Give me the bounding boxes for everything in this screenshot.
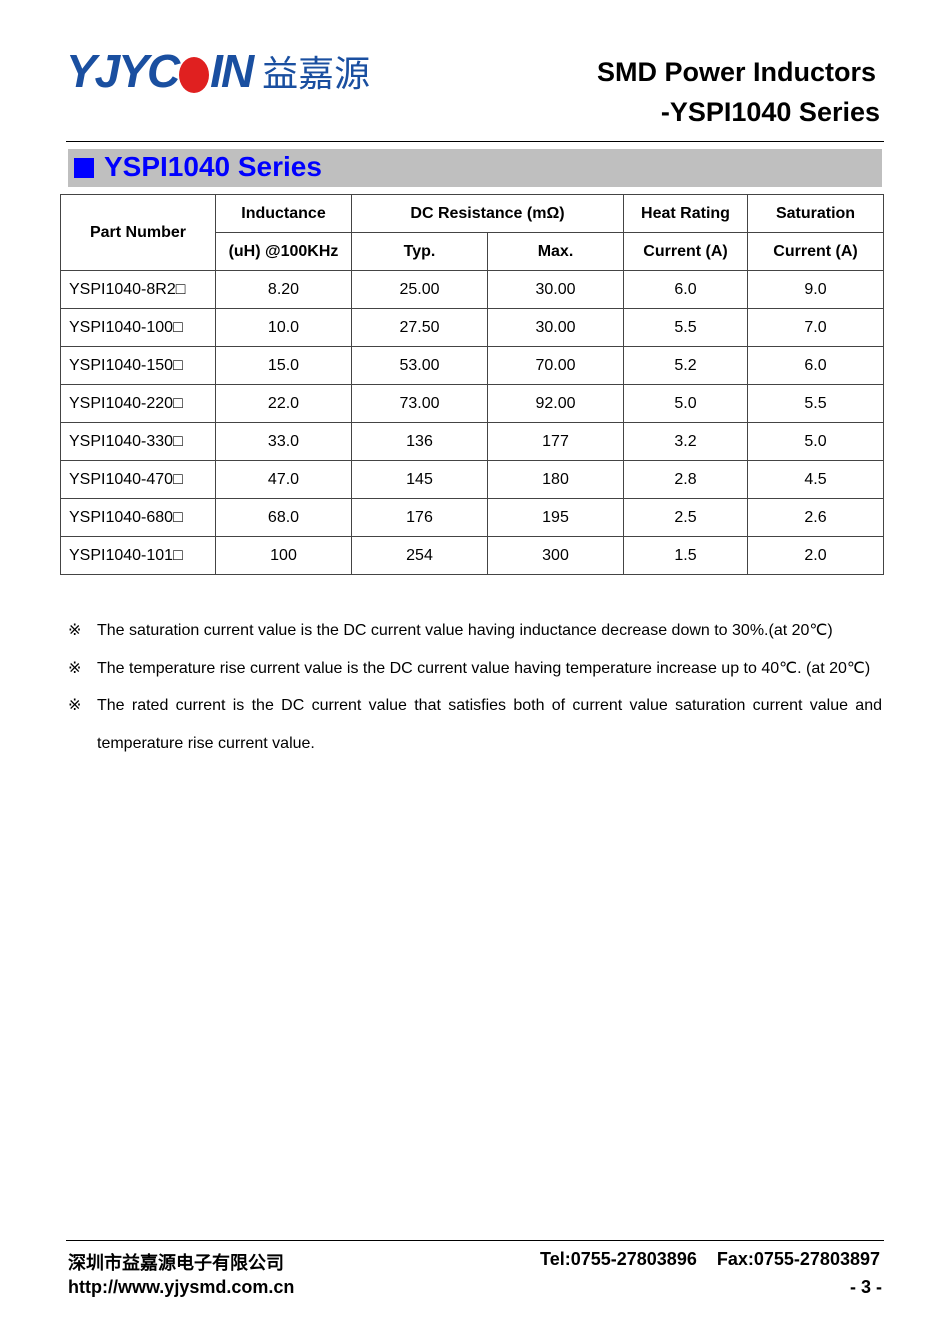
table-cell: 7.0: [747, 308, 884, 347]
spec-table: Part Number Inductance DC Resistance (mΩ…: [60, 194, 884, 575]
header-dcr: DC Resistance (mΩ): [351, 194, 624, 233]
logo-text: YJYC IN: [66, 45, 254, 97]
company-name: 深圳市益嘉源电子有限公司: [68, 1253, 284, 1273]
table-cell: YSPI1040-330□: [60, 422, 216, 461]
table-cell: 177: [487, 422, 624, 461]
header-sat: Saturation: [747, 194, 884, 233]
footer-row1: 深圳市益嘉源电子有限公司 Tel:0755-27803896 Fax:0755-…: [68, 1249, 882, 1275]
table-cell: 195: [487, 498, 624, 537]
section-title: YSPI1040 Series: [104, 151, 322, 182]
header-part-number: Part Number: [60, 194, 216, 271]
table-cell: 2.5: [623, 498, 748, 537]
table-cell: 136: [351, 422, 488, 461]
table-cell: YSPI1040-100□: [60, 308, 216, 347]
table-cell: 254: [351, 536, 488, 575]
note-marker: ※: [68, 659, 82, 677]
header-sat-unit: Current (A): [747, 232, 884, 271]
note: ※ The saturation current value is the DC …: [68, 612, 882, 650]
note: ※ The rated current is the DC current val…: [68, 687, 882, 762]
header-divider: [66, 141, 884, 142]
table-cell: 70.00: [487, 346, 624, 385]
table-cell: 2.8: [623, 460, 748, 499]
table-cell: 30.00: [487, 270, 624, 309]
table-cell: 9.0: [747, 270, 884, 309]
table-cell: 6.0: [623, 270, 748, 309]
title-line1: SMD Power Inductors: [596, 57, 876, 87]
company-logo: YJYC IN 益嘉源: [66, 44, 370, 98]
table-cell: 4.5: [747, 460, 884, 499]
table-row: YSPI1040-680□ 68.0 176 195 2.5 2.6: [60, 498, 884, 537]
table-cell: 73.00: [351, 384, 488, 423]
table-cell: YSPI1040-8R2□: [60, 270, 216, 309]
header-heat: Heat Rating: [623, 194, 748, 233]
notes: ※ The saturation current value is the DC …: [68, 612, 882, 762]
table-row: YSPI1040-101□ 100 254 300 1.5 2.0: [60, 536, 884, 575]
table-row: YSPI1040-470□ 47.0 145 180 2.8 4.5: [60, 460, 884, 499]
table-cell: 2.0: [747, 536, 884, 575]
table-cell: 30.00: [487, 308, 624, 347]
header-heat-unit: Current (A): [623, 232, 748, 271]
table-cell: 8.20: [215, 270, 352, 309]
table-cell: 68.0: [215, 498, 352, 537]
section-header: YSPI1040 Series: [68, 149, 882, 187]
header-typ: Typ.: [351, 232, 488, 271]
table-cell: 2.6: [747, 498, 884, 537]
header-max: Max.: [487, 232, 624, 271]
header-inductance-unit: (uH) @100KHz: [215, 232, 352, 271]
table-cell: 180: [487, 460, 624, 499]
table-cell: 33.0: [215, 422, 352, 461]
table-cell: YSPI1040-220□: [60, 384, 216, 423]
table-cell: YSPI1040-680□: [60, 498, 216, 537]
table-cell: YSPI1040-470□: [60, 460, 216, 499]
table-cell: 5.5: [623, 308, 748, 347]
table-cell: 1.5: [623, 536, 748, 575]
fax: Fax:0755-27803897: [716, 1249, 880, 1269]
table-cell: 145: [351, 460, 488, 499]
table-cell: 47.0: [215, 460, 352, 499]
table-cell: 53.00: [351, 346, 488, 385]
website-link[interactable]: http://www.yjysmd.com.cn: [68, 1277, 295, 1297]
note-text: The temperature rise current value is th…: [97, 659, 871, 677]
table-row: YSPI1040-8R2□ 8.20 25.00 30.00 6.0 9.0: [60, 270, 884, 309]
table-cell: 100: [215, 536, 352, 575]
table-cell: 10.0: [215, 308, 352, 347]
table-row: YSPI1040-100□ 10.0 27.50 30.00 5.5 7.0: [60, 308, 884, 347]
table-cell: 300: [487, 536, 624, 575]
table-cell: YSPI1040-150□: [60, 346, 216, 385]
note-text: The saturation current value is the DC c…: [97, 622, 833, 639]
document-title: SMD Power Inductors -YSPI1040 Series: [596, 52, 880, 132]
table-cell: 15.0: [215, 346, 352, 385]
table-row: YSPI1040-220□ 22.0 73.00 92.00 5.0 5.5: [60, 384, 884, 423]
note: ※ The temperature rise current value is t…: [68, 650, 882, 688]
note-text: The rated current is the DC current valu…: [97, 697, 882, 752]
header-inductance: Inductance: [215, 194, 352, 233]
page-number: - 3 -: [849, 1277, 882, 1297]
logo-chinese: 益嘉源: [262, 54, 371, 95]
table-cell: 25.00: [351, 270, 488, 309]
table-cell: YSPI1040-101□: [60, 536, 216, 575]
table-cell: 92.00: [487, 384, 624, 423]
table-row: YSPI1040-330□ 33.0 136 177 3.2 5.0: [60, 422, 884, 461]
square-icon: [74, 158, 94, 178]
title-line2: -YSPI1040 Series: [660, 97, 880, 127]
note-marker: ※: [68, 697, 82, 714]
table-cell: 5.0: [623, 384, 748, 423]
table-cell: 6.0: [747, 346, 884, 385]
table-cell: 22.0: [215, 384, 352, 423]
table-cell: 5.2: [623, 346, 748, 385]
footer-divider: [66, 1240, 884, 1241]
table-cell: 5.5: [747, 384, 884, 423]
table-cell: 3.2: [623, 422, 748, 461]
table-row: YSPI1040-150□ 15.0 53.00 70.00 5.2 6.0: [60, 346, 884, 385]
note-marker: ※: [68, 622, 82, 639]
table-cell: 27.50: [351, 308, 488, 347]
footer-row2: http://www.yjysmd.com.cn - 3 -: [68, 1277, 882, 1298]
table-cell: 5.0: [747, 422, 884, 461]
table-cell: 176: [351, 498, 488, 537]
telephone: Tel:0755-27803896: [540, 1249, 697, 1269]
